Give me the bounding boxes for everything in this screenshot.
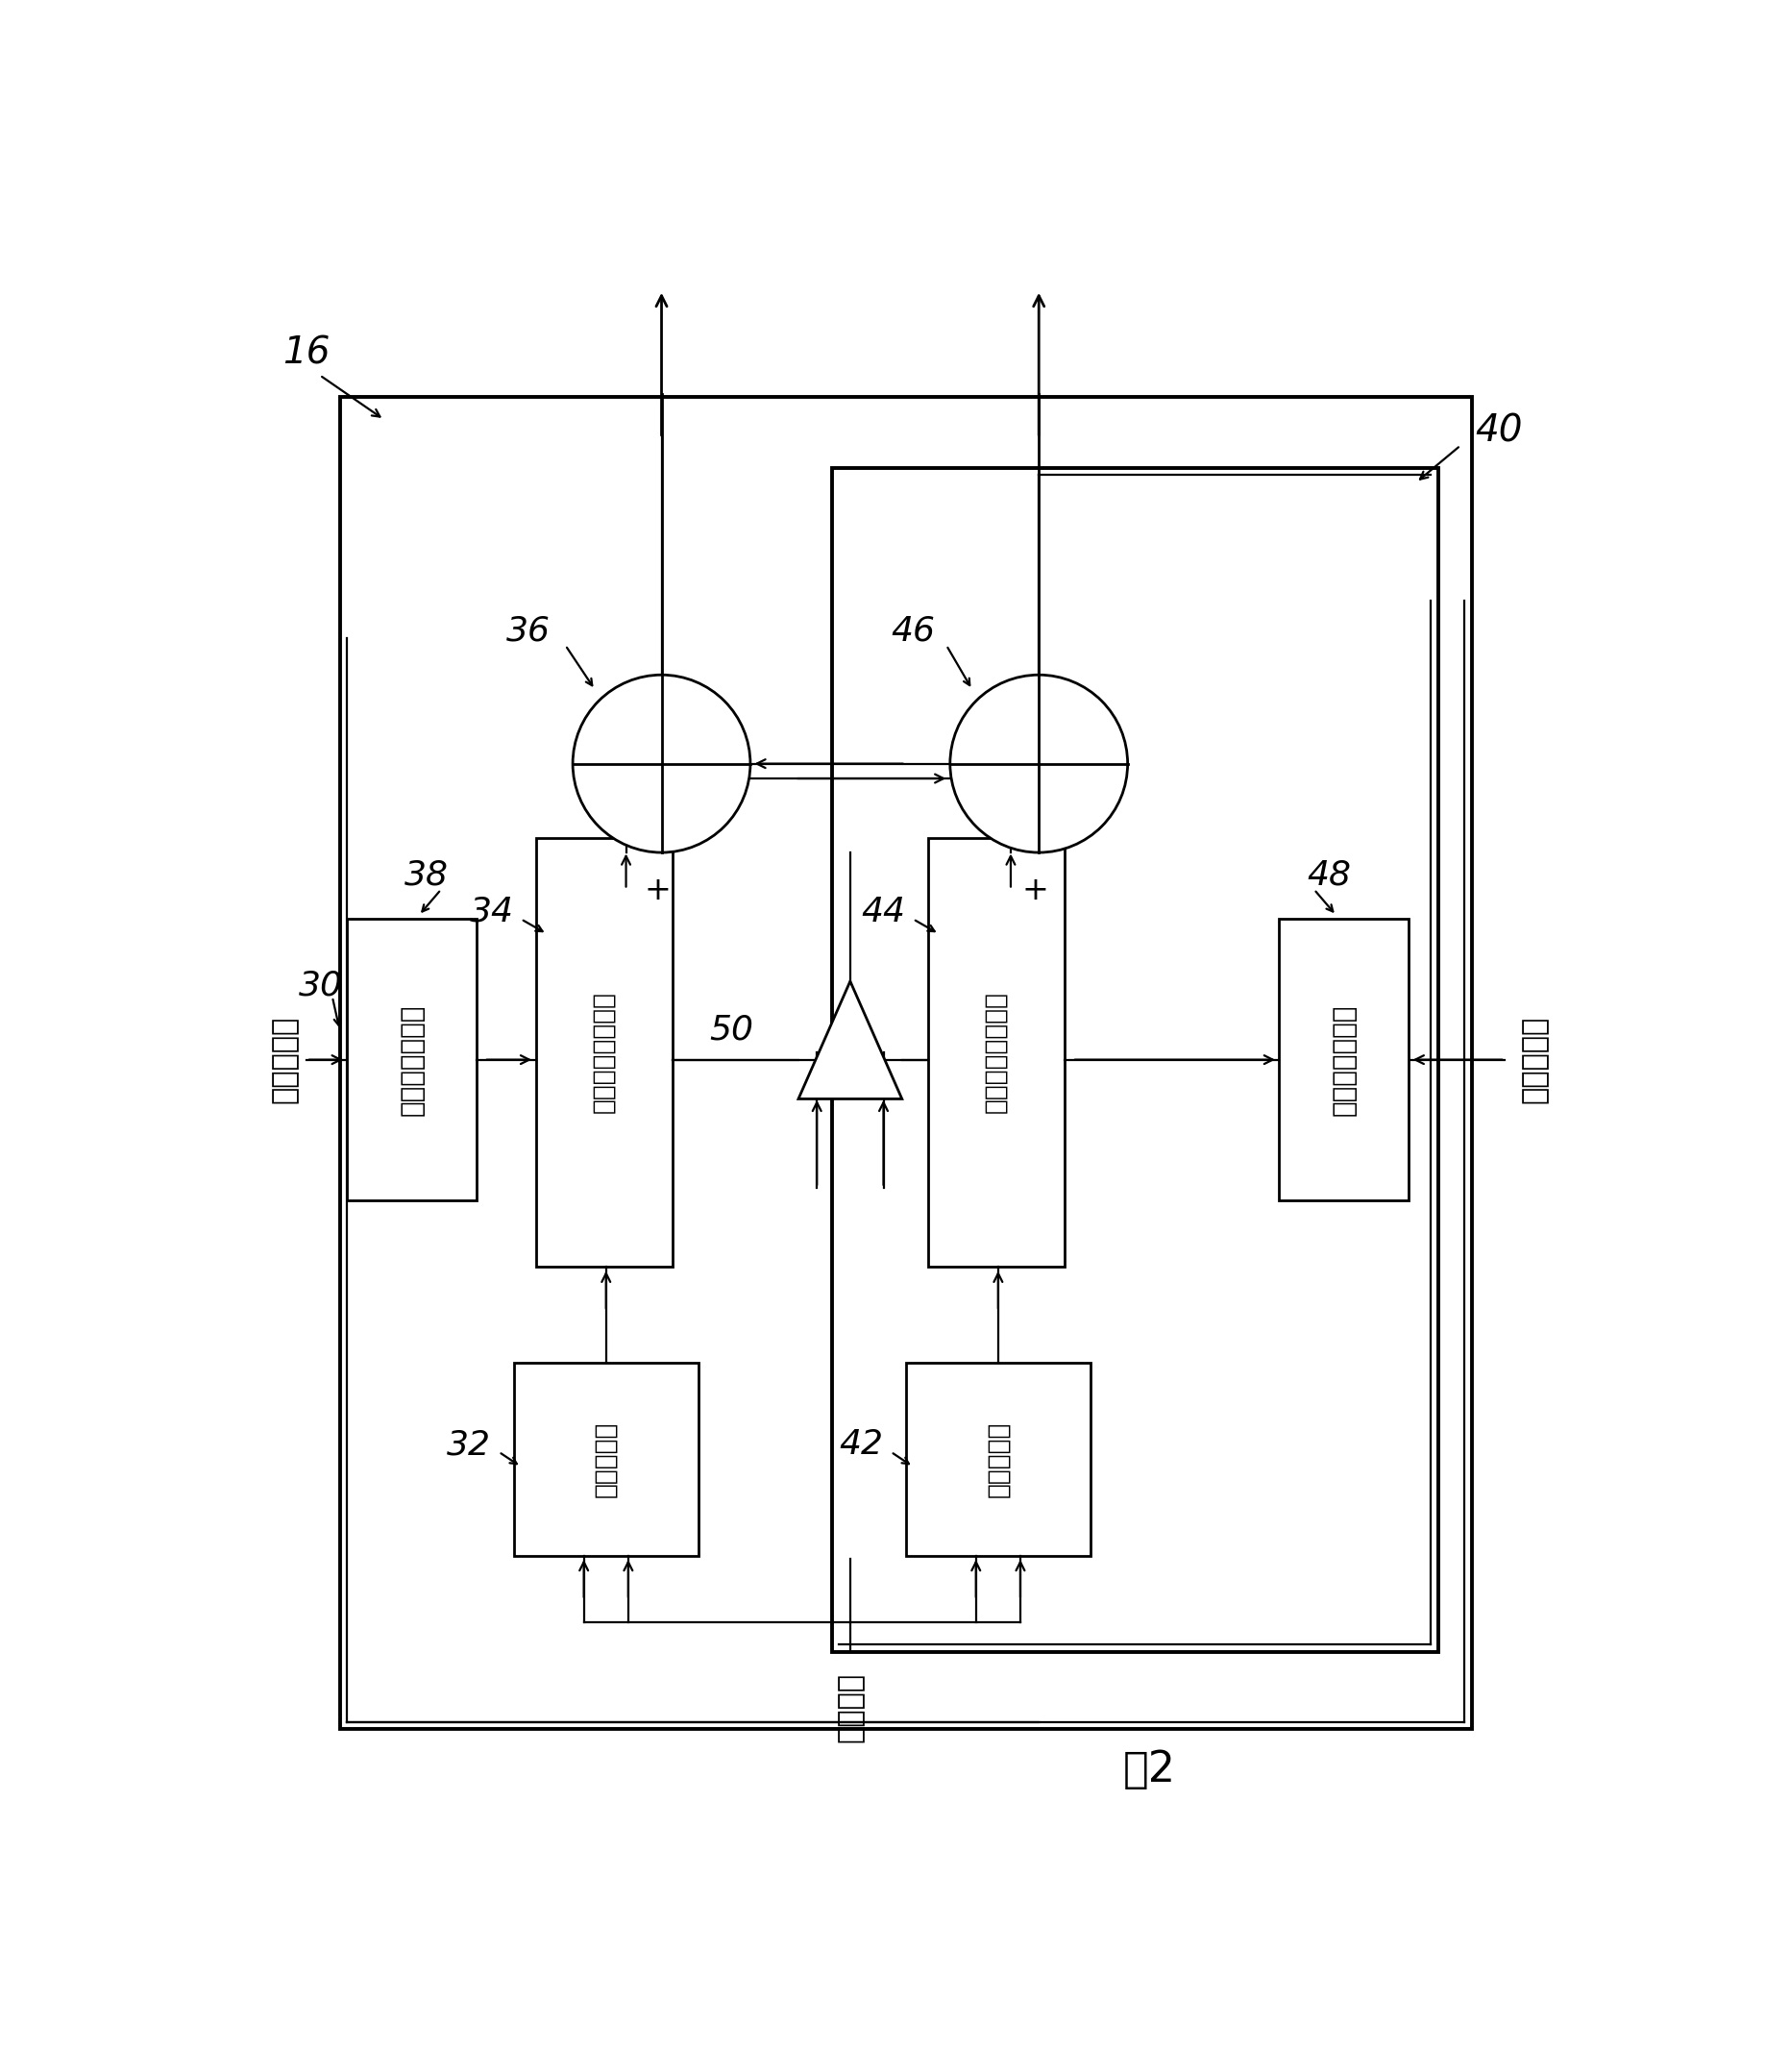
Text: 32: 32 [447, 1428, 491, 1461]
Bar [537, 837, 672, 1266]
Text: 36: 36 [507, 613, 551, 646]
Text: 第二状态暂存模块: 第二状态暂存模块 [983, 990, 1008, 1113]
Text: +: + [1022, 874, 1048, 905]
Bar [339, 398, 1472, 1730]
Bar [928, 837, 1064, 1266]
Circle shape [950, 675, 1128, 852]
Text: 图2: 图2 [1123, 1749, 1175, 1790]
Text: 46: 46 [891, 613, 935, 646]
Text: 42: 42 [840, 1428, 884, 1461]
Bar [905, 1363, 1091, 1556]
Circle shape [574, 675, 750, 852]
Text: 第一量信号: 第一量信号 [270, 1015, 298, 1104]
Text: 34: 34 [469, 895, 514, 928]
Text: 第一衰减计数器: 第一衰减计数器 [399, 1003, 425, 1115]
Polygon shape [798, 982, 902, 1098]
Text: 第二多工器: 第二多工器 [985, 1421, 1011, 1498]
Text: 30: 30 [298, 970, 344, 1003]
Text: 40: 40 [1476, 412, 1523, 450]
Text: 48: 48 [1306, 858, 1350, 891]
Text: 第一状态暂存模块: 第一状态暂存模块 [591, 990, 616, 1113]
Bar [348, 920, 477, 1200]
Text: 16: 16 [282, 336, 330, 371]
Text: 第二量信号: 第二量信号 [1521, 1015, 1548, 1104]
Bar [831, 468, 1438, 1651]
Text: 第一多工器: 第一多工器 [593, 1421, 618, 1498]
Text: 第二衰减计数器: 第二衰减计数器 [1331, 1003, 1357, 1115]
Text: 远端信号: 远端信号 [837, 1672, 865, 1743]
Text: +: + [644, 874, 671, 905]
Bar [1280, 920, 1408, 1200]
Bar [514, 1363, 699, 1556]
Text: 44: 44 [861, 895, 905, 928]
Text: 38: 38 [404, 858, 448, 891]
Text: 50: 50 [710, 1013, 754, 1046]
